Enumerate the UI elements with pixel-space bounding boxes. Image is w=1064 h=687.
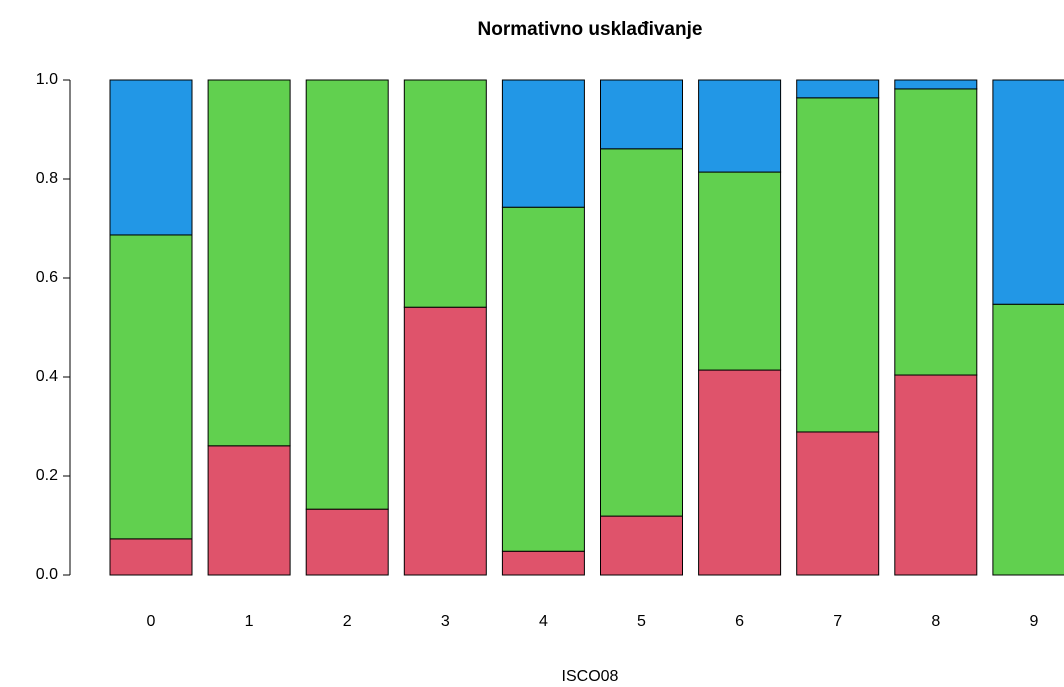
x-tick-label: 9	[1029, 613, 1038, 630]
y-tick-label: 1.0	[36, 71, 58, 88]
bar-segment	[403, 79, 487, 308]
bar-segment	[109, 538, 193, 576]
y-tick-label: 0.0	[36, 566, 58, 583]
bar-segment	[796, 97, 880, 433]
bar-segment	[894, 88, 978, 376]
bar-segment	[992, 79, 1064, 305]
bar-segment	[796, 79, 880, 99]
bar-segment	[894, 79, 978, 90]
chart-title: Normativno usklađivanje	[478, 19, 703, 40]
bar-segment	[305, 508, 389, 576]
bar-segment	[207, 445, 291, 576]
bar-segment	[305, 79, 389, 510]
bar-segment	[894, 374, 978, 576]
bar-segment	[501, 550, 585, 576]
x-tick-label: 7	[833, 613, 842, 630]
bar-segment	[600, 79, 683, 150]
bar-segment	[501, 79, 585, 208]
bar-segment	[207, 79, 291, 447]
x-tick-label: 6	[735, 613, 744, 630]
bar-segment	[600, 515, 683, 576]
y-tick-label: 0.4	[36, 368, 58, 385]
y-tick-label: 0.2	[36, 467, 58, 484]
bar-segment	[698, 369, 782, 576]
bar-segment	[109, 79, 193, 236]
x-tick-label: 0	[147, 613, 156, 630]
x-tick-label: 4	[539, 613, 548, 630]
bar-segment	[698, 171, 782, 371]
bar-segment	[992, 303, 1064, 576]
bar-segment	[403, 306, 487, 576]
x-tick-label: 2	[343, 613, 352, 630]
y-tick-label: 0.8	[36, 170, 58, 187]
x-tick-label: 8	[931, 613, 940, 630]
bar-segment	[796, 431, 880, 576]
x-tick-label: 3	[441, 613, 450, 630]
bar-segment	[600, 148, 683, 517]
y-tick-label: 0.6	[36, 269, 58, 286]
bar-segment	[698, 79, 782, 173]
x-tick-label: 1	[245, 613, 254, 630]
bar-segment	[501, 206, 585, 552]
x-tick-label: 5	[637, 613, 646, 630]
bar-segment	[109, 234, 193, 540]
x-axis-label: ISCO08	[562, 668, 619, 685]
